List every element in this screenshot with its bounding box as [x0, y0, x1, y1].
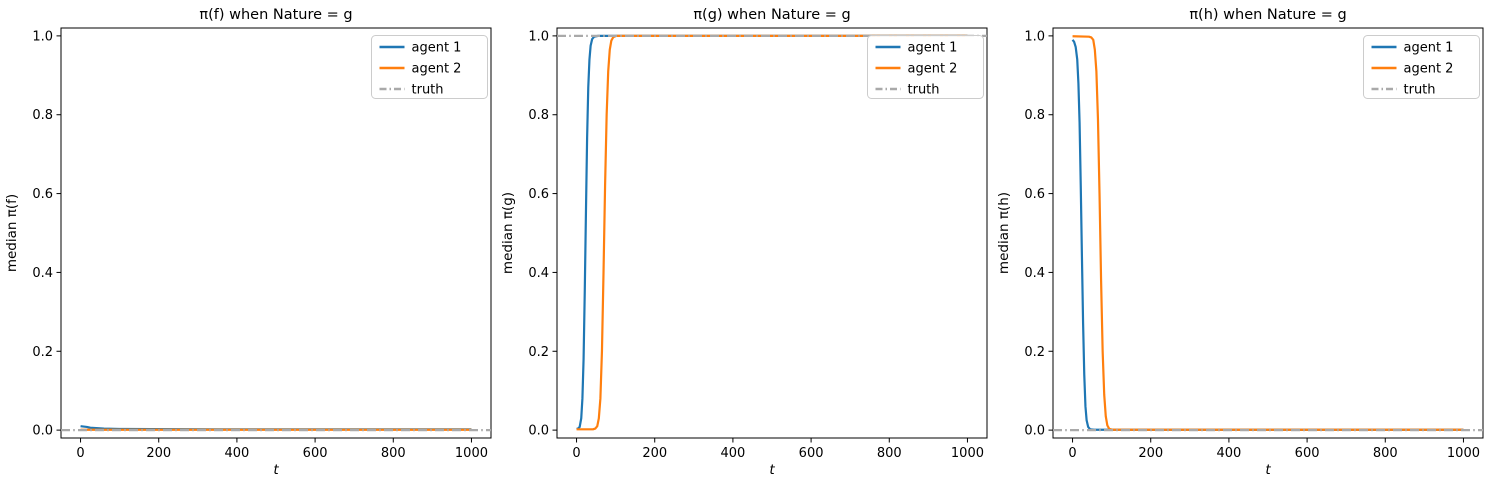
x-tick-label: 600	[1295, 446, 1320, 461]
x-tick-label: 1000	[1447, 446, 1480, 461]
subplot-pi-h: 0 200 400 600 800 1000 0.0 0.2 0.4 0.6 0.8 1.0 π(h) …	[996, 7, 1484, 478]
y-tick-label: 0.4	[1024, 266, 1045, 281]
x-axis-label: t	[769, 462, 775, 478]
subplot-pi-g: 0 200 400 600 800 1000 0.0 0.2 0.4 0.6 0.8 1.0 π(g) …	[500, 7, 988, 478]
legend-entry-label: agent 2	[412, 62, 462, 77]
x-tick-label: 800	[1373, 446, 1398, 461]
legend-entry-label: truth	[1404, 83, 1436, 98]
x-tick-label: 0	[1068, 446, 1076, 461]
plot-title: π(f) when Nature = g	[199, 7, 352, 23]
y-tick-label: 0.0	[32, 424, 53, 439]
y-tick-label: 1.0	[1024, 29, 1045, 44]
x-tick-label: 0	[76, 446, 84, 461]
x-tick-label: 1000	[455, 446, 488, 461]
y-tick-label: 0.8	[1024, 108, 1045, 123]
y-tick-label: 1.0	[528, 29, 549, 44]
y-tick-label: 0.6	[1024, 187, 1045, 202]
plot-title: π(h) when Nature = g	[1189, 7, 1346, 23]
legend: agent 1 agent 2 truth	[371, 35, 488, 99]
y-axis-label: median π(h)	[996, 192, 1012, 274]
y-axis-label: median π(g)	[500, 192, 516, 274]
legend-box	[867, 35, 984, 99]
x-tick-label: 1000	[951, 446, 984, 461]
x-tick-label: 200	[642, 446, 667, 461]
legend-box	[371, 35, 488, 99]
subplot-pi-f: 0 200 400 600 800 1000 0.0 0.2 0.4 0.6 0.8 1.0 π(f) …	[4, 7, 492, 478]
y-tick-label: 0.4	[32, 266, 53, 281]
legend: agent 1 agent 2 truth	[1363, 35, 1480, 99]
legend-entry-label: agent 1	[1404, 41, 1454, 56]
y-tick-label: 0.0	[528, 424, 549, 439]
plot-border	[1052, 27, 1484, 439]
x-tick-label: 200	[146, 446, 171, 461]
x-axis-label: t	[1265, 462, 1271, 478]
legend-entry-label: truth	[412, 83, 444, 98]
x-tick-label: 400	[224, 446, 249, 461]
plot-title: π(g) when Nature = g	[693, 7, 850, 23]
y-tick-label: 1.0	[32, 29, 53, 44]
y-tick-label: 0.2	[1024, 345, 1045, 360]
y-tick-label: 0.6	[32, 187, 53, 202]
x-axis-label: t	[273, 462, 279, 478]
x-tick-label: 200	[1138, 446, 1163, 461]
y-axis-label: median π(f)	[4, 194, 20, 272]
legend-entry-label: truth	[908, 83, 940, 98]
legend-entry-label: agent 1	[412, 41, 462, 56]
y-tick-label: 0.8	[32, 108, 53, 123]
y-tick-label: 0.6	[528, 187, 549, 202]
x-tick-label: 800	[381, 446, 406, 461]
y-tick-label: 0.8	[528, 108, 549, 123]
agent-2-line	[576, 34, 968, 431]
x-tick-label: 600	[303, 446, 328, 461]
agent-1-line	[1071, 39, 1464, 431]
x-tick-label: 0	[572, 446, 580, 461]
x-tick-label: 400	[720, 446, 745, 461]
legend-entry-label: agent 1	[908, 41, 958, 56]
agent-1-line	[576, 34, 968, 430]
legend: agent 1 agent 2 truth	[867, 35, 984, 99]
x-tick-label: 800	[877, 446, 902, 461]
plot-border	[60, 27, 492, 439]
y-tick-label: 0.4	[528, 266, 549, 281]
legend-entry-label: agent 2	[1404, 62, 1454, 77]
plot-border	[556, 27, 988, 439]
y-tick-label: 0.0	[1024, 424, 1045, 439]
agent-2-line	[1072, 35, 1464, 431]
x-tick-label: 400	[1216, 446, 1241, 461]
x-tick-label: 600	[799, 446, 824, 461]
legend-entry-label: agent 2	[908, 62, 958, 77]
legend-box	[1363, 35, 1480, 99]
y-tick-label: 0.2	[32, 345, 53, 360]
y-tick-label: 0.2	[528, 345, 549, 360]
